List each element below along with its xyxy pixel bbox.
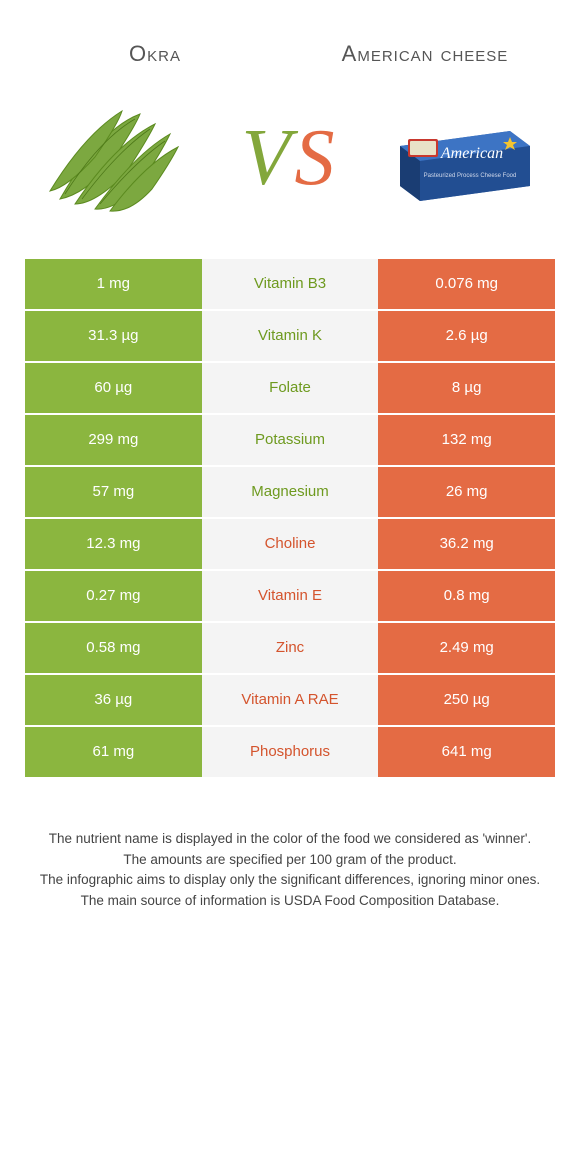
table-row: 61 mgPhosphorus641 mg	[25, 727, 555, 777]
cheese-image: American Pasteurized Process Cheese Food	[380, 89, 550, 229]
nutrient-name: Vitamin B3	[202, 259, 379, 309]
right-value: 0.076 mg	[378, 259, 555, 309]
table-row: 31.3 µgVitamin K2.6 µg	[25, 311, 555, 361]
image-row: VS American Pasteurized Process Cheese F…	[0, 79, 580, 259]
food-right-title: American cheese	[290, 40, 560, 69]
right-value: 26 mg	[378, 467, 555, 517]
nutrient-name: Folate	[202, 363, 379, 413]
nutrient-name: Vitamin A RAE	[202, 675, 379, 725]
cheese-icon: American Pasteurized Process Cheese Food	[390, 111, 540, 206]
left-value: 36 µg	[25, 675, 202, 725]
right-value: 8 µg	[378, 363, 555, 413]
okra-image	[30, 89, 200, 229]
nutrient-name: Potassium	[202, 415, 379, 465]
left-value: 31.3 µg	[25, 311, 202, 361]
left-value: 60 µg	[25, 363, 202, 413]
left-value: 0.27 mg	[25, 571, 202, 621]
vs-left-letter: V	[242, 114, 295, 202]
vs-right-letter: S	[294, 114, 338, 202]
right-value: 132 mg	[378, 415, 555, 465]
svg-text:Pasteurized Process Cheese Foo: Pasteurized Process Cheese Food	[424, 173, 517, 179]
right-value: 641 mg	[378, 727, 555, 777]
nutrient-table: 1 mgVitamin B30.076 mg31.3 µgVitamin K2.…	[0, 259, 580, 777]
food-left-title: Okra	[20, 40, 290, 69]
left-value: 299 mg	[25, 415, 202, 465]
table-row: 60 µgFolate8 µg	[25, 363, 555, 413]
table-row: 0.58 mgZinc2.49 mg	[25, 623, 555, 673]
left-value: 12.3 mg	[25, 519, 202, 569]
footer-line: The amounts are specified per 100 gram o…	[30, 850, 550, 871]
table-row: 299 mgPotassium132 mg	[25, 415, 555, 465]
footer-notes: The nutrient name is displayed in the co…	[0, 779, 580, 943]
footer-line: The nutrient name is displayed in the co…	[30, 829, 550, 850]
okra-icon	[40, 99, 190, 219]
nutrient-name: Phosphorus	[202, 727, 379, 777]
table-row: 57 mgMagnesium26 mg	[25, 467, 555, 517]
right-value: 36.2 mg	[378, 519, 555, 569]
table-row: 12.3 mgCholine36.2 mg	[25, 519, 555, 569]
svg-text:American: American	[440, 145, 503, 162]
right-value: 0.8 mg	[378, 571, 555, 621]
nutrient-name: Vitamin E	[202, 571, 379, 621]
footer-line: The infographic aims to display only the…	[30, 870, 550, 891]
footer-line: The main source of information is USDA F…	[30, 891, 550, 912]
table-row: 36 µgVitamin A RAE250 µg	[25, 675, 555, 725]
nutrient-name: Magnesium	[202, 467, 379, 517]
table-row: 1 mgVitamin B30.076 mg	[25, 259, 555, 309]
nutrient-name: Zinc	[202, 623, 379, 673]
nutrient-name: Choline	[202, 519, 379, 569]
right-value: 250 µg	[378, 675, 555, 725]
table-row: 0.27 mgVitamin E0.8 mg	[25, 571, 555, 621]
nutrient-name: Vitamin K	[202, 311, 379, 361]
left-value: 57 mg	[25, 467, 202, 517]
vs-label: VS	[242, 113, 339, 204]
header-row: Okra American cheese	[0, 0, 580, 79]
left-value: 61 mg	[25, 727, 202, 777]
left-value: 0.58 mg	[25, 623, 202, 673]
right-value: 2.49 mg	[378, 623, 555, 673]
left-value: 1 mg	[25, 259, 202, 309]
right-value: 2.6 µg	[378, 311, 555, 361]
